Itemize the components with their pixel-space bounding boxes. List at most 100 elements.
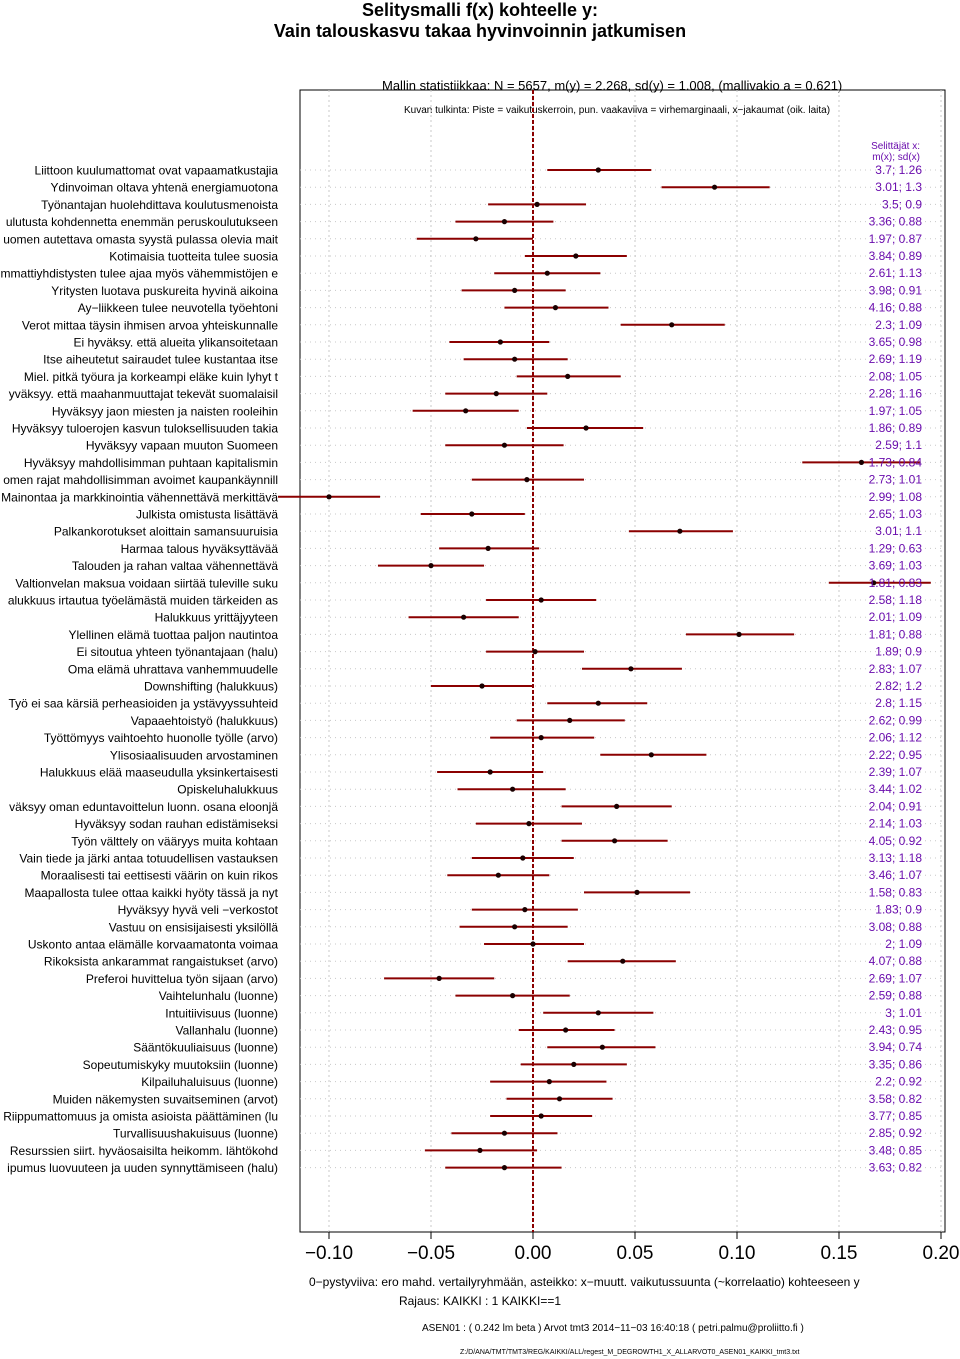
footer-file-path: Z:/D/ANA/TMT/TMT3/REG/KAIKKI/ALL/regest_… bbox=[460, 1349, 800, 1356]
right-header-line1: Selittäjät x: bbox=[871, 141, 920, 152]
row-label: Hyväksyy hyvä veli −verkostot bbox=[118, 903, 279, 917]
row-label: Halukkuus elää maaseudulla yksinkertaise… bbox=[40, 766, 278, 780]
row-mx-sd: 2.59; 0.88 bbox=[869, 989, 923, 1003]
row-mx-sd: 2.06; 1.12 bbox=[869, 731, 923, 745]
row-label: Ylellinen elämä tuottaa paljon nautintoa bbox=[69, 628, 279, 642]
row-mx-sd: 4.07; 0.88 bbox=[869, 954, 923, 968]
row-label: Hyväksyy jaon miesten ja naisten rooleih… bbox=[52, 404, 278, 418]
interpretation-note: Kuvan tulkinta: Piste = vaikutuskerroin,… bbox=[404, 105, 831, 116]
coef-point bbox=[628, 666, 634, 672]
row-label: alukkuus irtautua työelämästä muiden tär… bbox=[8, 594, 278, 608]
row-label: väksyy oman eduntavoittelun luonn. osana… bbox=[9, 800, 278, 814]
coef-point bbox=[473, 236, 479, 242]
row-label: Työn välttely on vääryys muita kohtaan bbox=[71, 834, 278, 848]
row-label: Hyväksyy tuloerojen kasvun tuloksellisuu… bbox=[12, 422, 278, 436]
coef-point bbox=[526, 821, 532, 827]
row-label: Verot mittaa täysin ihmisen arvoa yhteis… bbox=[22, 318, 278, 332]
row-label: Hyväksyy mahdollisimman puhtaan kapitali… bbox=[24, 456, 278, 470]
row-mx-sd: 2.01; 1.09 bbox=[869, 610, 923, 624]
row-label: Preferoi huvittelua työn sijaan (arvo) bbox=[86, 972, 278, 986]
coef-point bbox=[583, 425, 589, 431]
row-mx-sd: 1.89; 0.9 bbox=[875, 645, 922, 659]
row-label: Työ ei saa kärsiä perheasioiden ja ystäv… bbox=[9, 697, 278, 711]
row-mx-sd: 1.29; 0.63 bbox=[869, 541, 923, 555]
x-tick-label: 0.05 bbox=[617, 1243, 654, 1264]
footer-meta: ASEN01 : ( 0.242 lm beta ) Arvot tmt3 20… bbox=[422, 1323, 804, 1334]
coef-point bbox=[563, 1027, 569, 1033]
coef-point bbox=[599, 1044, 605, 1050]
model-statistics: Mallin statistiikkaa: N = 5657, m(y) = 2… bbox=[382, 78, 843, 93]
row-mx-sd: 2.43; 0.95 bbox=[869, 1023, 923, 1037]
row-mx-sd: 3; 1.01 bbox=[885, 1006, 922, 1020]
filter-note: Rajaus: KAIKKI : 1 KAIKKI==1 bbox=[398, 1294, 562, 1308]
coef-point bbox=[493, 391, 499, 397]
coef-point bbox=[530, 941, 536, 947]
coef-point bbox=[479, 683, 485, 689]
row-mx-sd: 3.84; 0.89 bbox=[869, 249, 923, 263]
right-header-line2: m(x); sd(x) bbox=[872, 152, 920, 163]
coef-point bbox=[485, 545, 491, 552]
row-mx-sd: 2.83; 1.07 bbox=[869, 662, 923, 676]
row-mx-sd: 2.69; 1.07 bbox=[869, 971, 923, 985]
coef-point bbox=[436, 975, 442, 982]
coef-point bbox=[538, 1113, 544, 1119]
coef-point bbox=[634, 889, 640, 896]
row-label: Valtionvelan maksua voidaan siirtää tule… bbox=[15, 576, 278, 590]
coef-point bbox=[326, 494, 332, 500]
coef-point bbox=[565, 373, 571, 379]
row-label: ulutusta kohdennetta enemmän peruskoulut… bbox=[6, 215, 278, 229]
row-mx-sd: 2.65; 1.03 bbox=[869, 507, 923, 521]
coef-point bbox=[532, 649, 538, 655]
row-mx-sd: 2.59; 1.1 bbox=[875, 438, 922, 452]
coef-point bbox=[497, 339, 503, 345]
row-mx-sd: 4.16; 0.88 bbox=[869, 301, 923, 315]
row-mx-sd: 2.28; 1.16 bbox=[869, 387, 923, 401]
row-mx-sd: 3.35; 0.86 bbox=[869, 1057, 923, 1071]
coef-point bbox=[677, 528, 683, 534]
coef-point bbox=[552, 305, 559, 311]
plot-frame bbox=[299, 89, 946, 1233]
row-mx-sd: 3.48; 0.85 bbox=[869, 1143, 923, 1157]
x-tick-label: −0.05 bbox=[407, 1243, 455, 1264]
row-mx-sd: 1.97; 0.87 bbox=[869, 232, 923, 246]
row-mx-sd: 3.36; 0.88 bbox=[869, 215, 923, 229]
coef-point bbox=[620, 958, 626, 964]
row-label: Muiden näkemysten suvaitseminen (arvot) bbox=[53, 1092, 278, 1106]
coef-point bbox=[534, 201, 540, 207]
row-mx-sd: 3.5; 0.9 bbox=[882, 197, 922, 211]
row-label: Mainontaa ja markkinointia vähennettävä … bbox=[1, 490, 278, 504]
coef-point bbox=[501, 1165, 508, 1171]
row-label: Ylisosiaalisuuden arvostaminen bbox=[110, 748, 278, 762]
row-mx-sd: 3.94; 0.74 bbox=[869, 1040, 923, 1054]
chart-title-line1: Selitysmalli f(x) kohteelle y: bbox=[361, 0, 599, 20]
row-label: uomen autettava omasta syystä pulassa ol… bbox=[3, 232, 278, 246]
coef-point bbox=[509, 993, 516, 999]
row-mx-sd: 2.99; 1.08 bbox=[869, 490, 923, 504]
row-mx-sd: 1.83; 0.9 bbox=[875, 903, 922, 917]
row-label: Vallanhalu (luonne) bbox=[175, 1024, 278, 1038]
coef-point bbox=[520, 855, 526, 861]
coef-point bbox=[711, 184, 718, 190]
coef-point bbox=[556, 1096, 563, 1102]
coef-point bbox=[871, 580, 877, 586]
row-mx-sd: 2.85; 0.92 bbox=[869, 1126, 923, 1140]
row-mx-sd: 3.63; 0.82 bbox=[869, 1161, 923, 1175]
row-mx-sd: 3.65; 0.98 bbox=[869, 335, 923, 349]
coef-point bbox=[544, 270, 550, 276]
row-mx-sd: 3.77; 0.85 bbox=[869, 1109, 923, 1123]
row-mx-sd: 2.08; 1.05 bbox=[869, 369, 923, 383]
row-label: Miel. pitkä työura ja korkeampi eläke ku… bbox=[24, 370, 279, 384]
coef-point bbox=[571, 1061, 577, 1067]
x-tick-label: 0.10 bbox=[719, 1243, 756, 1264]
row-label: Intuitiivisuus (luonne) bbox=[165, 1006, 278, 1020]
coef-point bbox=[428, 563, 434, 569]
row-label: Julkista omistusta lisättävä bbox=[136, 508, 278, 522]
row-label: Työnantajan huolehdittava koulutusmenois… bbox=[41, 198, 278, 212]
coef-point bbox=[595, 1010, 601, 1016]
row-mx-sd: 2.3; 1.09 bbox=[875, 318, 922, 332]
coef-point bbox=[487, 769, 493, 775]
coef-point bbox=[595, 167, 601, 173]
row-mx-sd: 1.81; 0.88 bbox=[869, 627, 923, 641]
coef-point bbox=[477, 1147, 483, 1153]
